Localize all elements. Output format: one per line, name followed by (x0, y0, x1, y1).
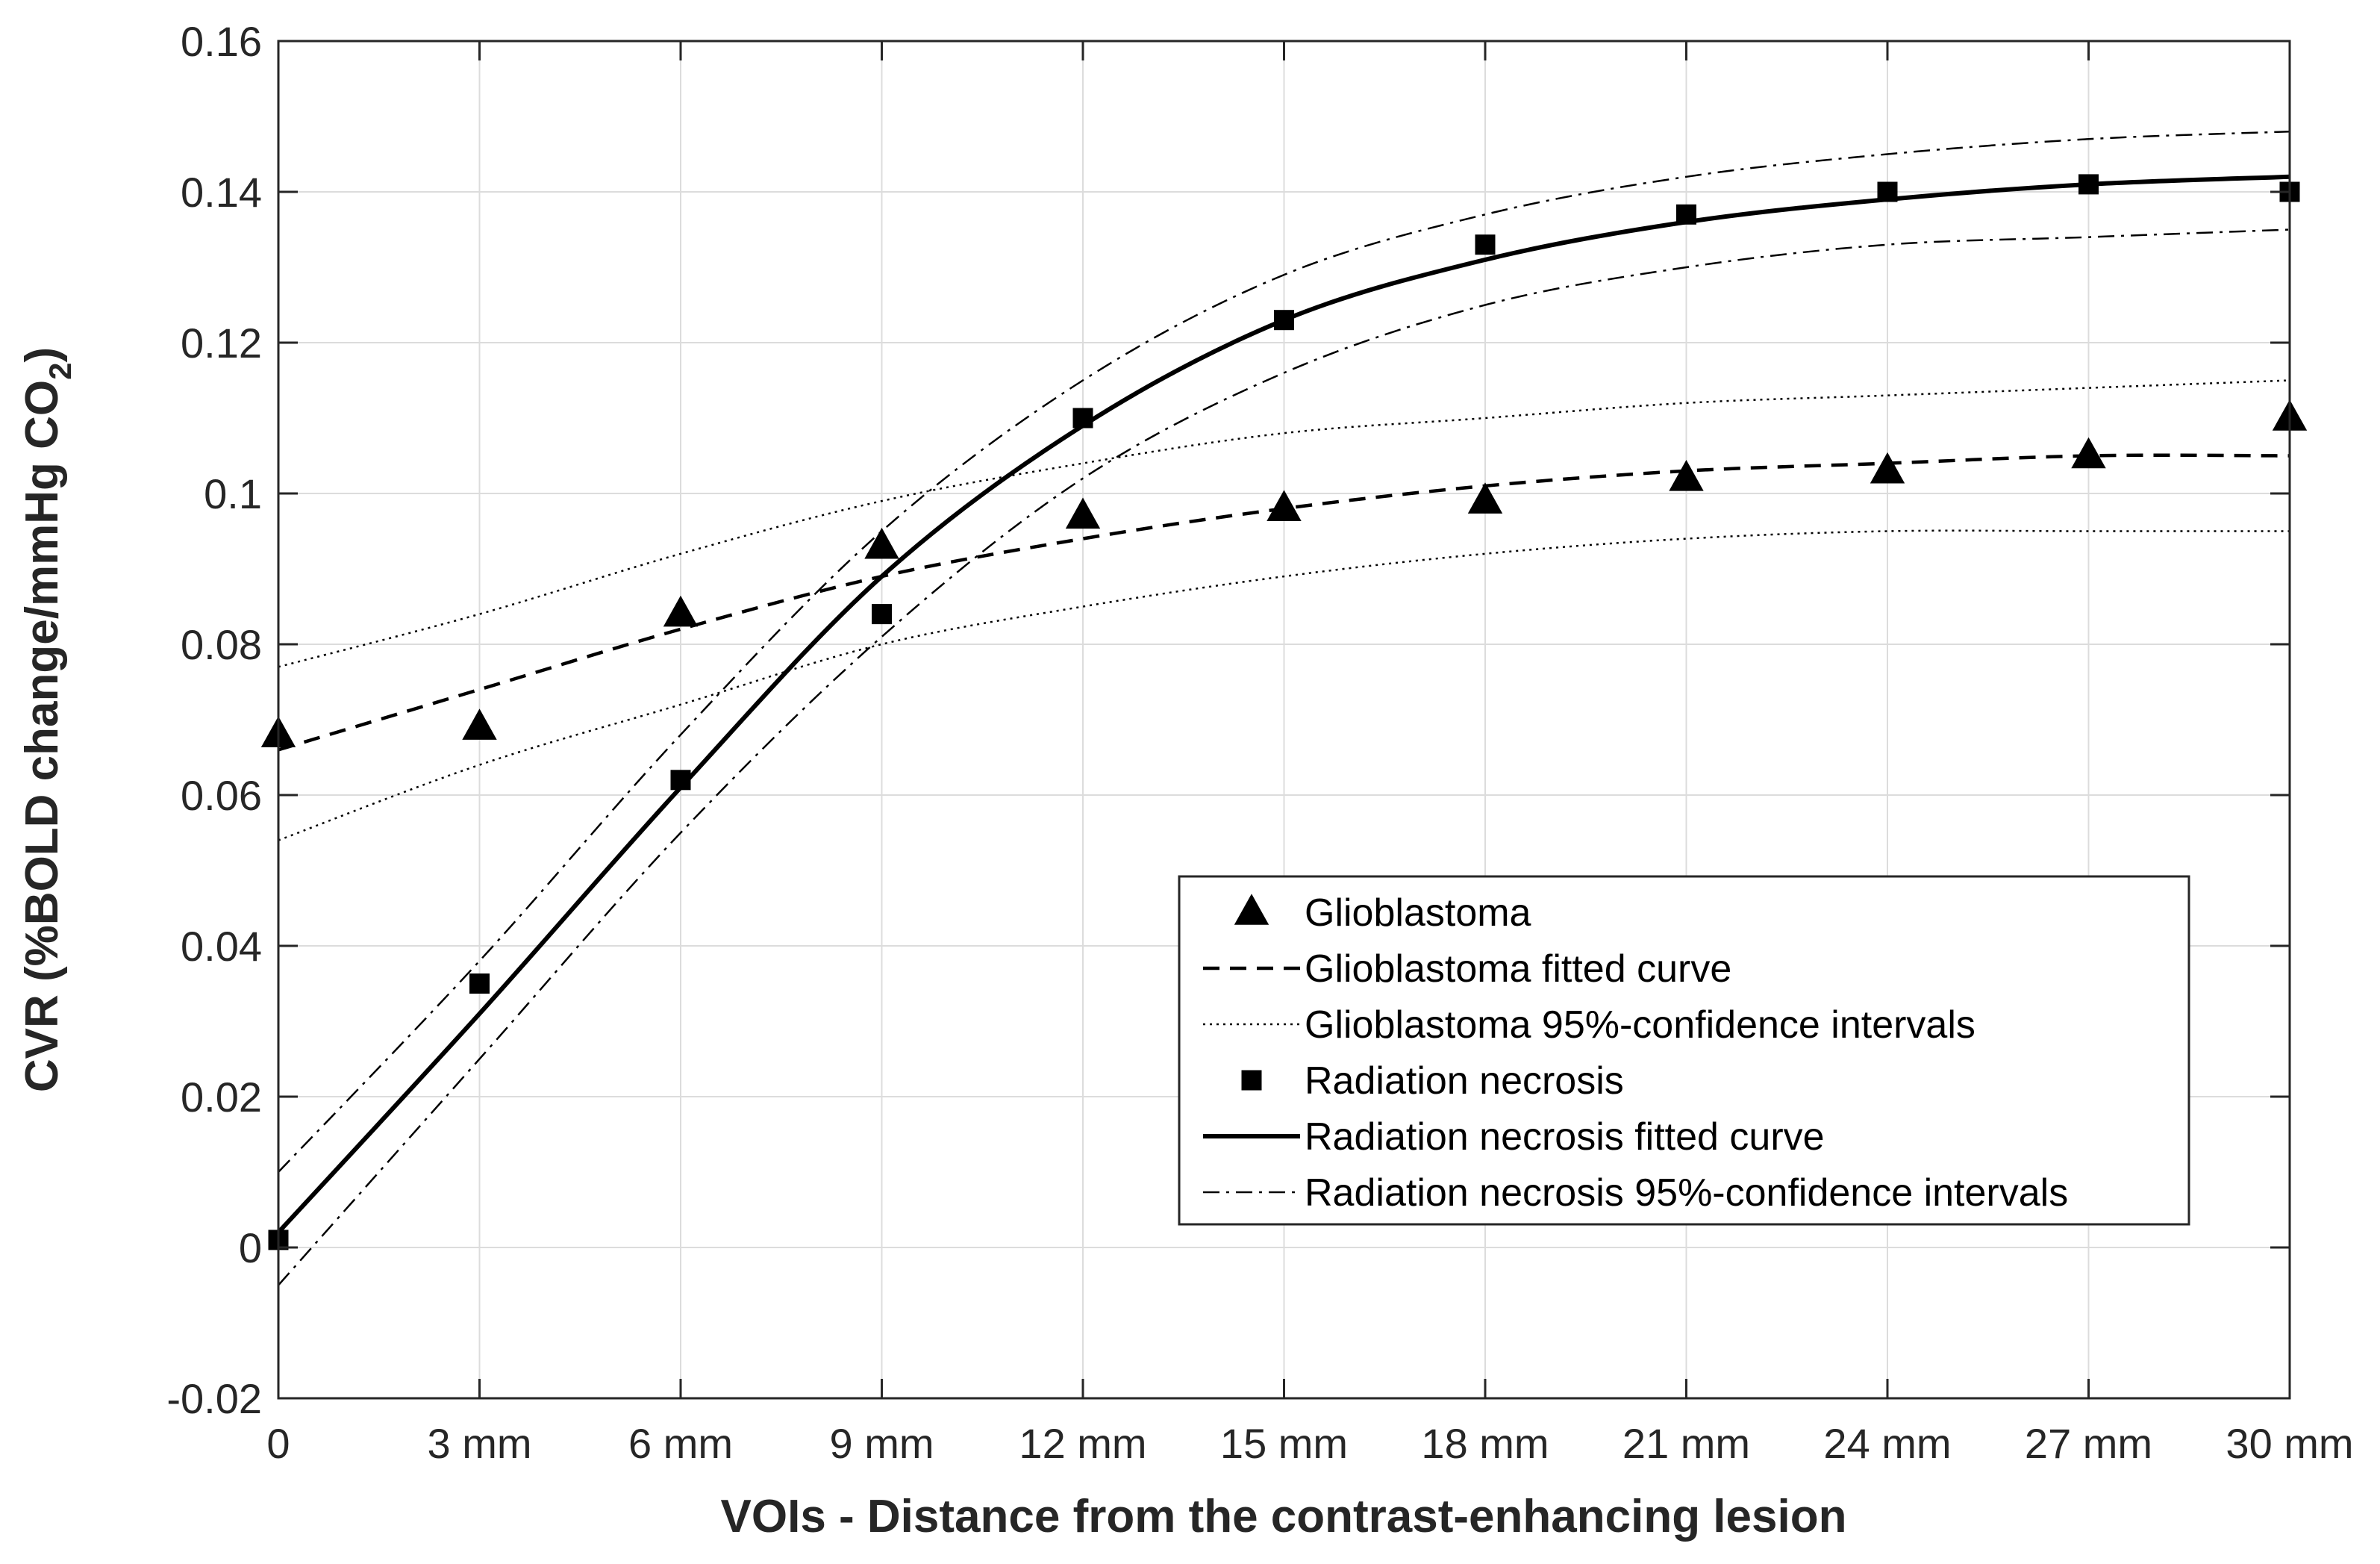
x-axis-title: VOIs - Distance from the contrast-enhanc… (721, 1491, 1847, 1542)
x-tick-label: 27 mm (2025, 1420, 2152, 1467)
y-axis-title-main: CVR (%BOLD change/mmHg CO (16, 380, 68, 1092)
y-tick-label: 0.04 (181, 923, 262, 970)
x-tick-label: 15 mm (1220, 1420, 1348, 1467)
radiation-necrosis-point (1274, 310, 1294, 331)
y-tick-label: 0.06 (181, 772, 262, 819)
y-tick-label: 0.12 (181, 320, 262, 367)
glioblastoma-point (1065, 497, 1101, 529)
legend-samples (1203, 894, 1300, 1194)
y-tick-label: 0.16 (181, 18, 262, 65)
legend-label-glioblastoma-fit: Glioblastoma fitted curve (1305, 947, 1731, 991)
x-tick-label: 30 mm (2226, 1420, 2353, 1467)
y-tick-label: 0.1 (204, 470, 262, 517)
radiation-necrosis-point (1072, 408, 1093, 429)
x-tick-label: 21 mm (1622, 1420, 1750, 1467)
legend-label-radiation-necrosis-fit: Radiation necrosis fitted curve (1305, 1115, 1825, 1159)
legend-label-glioblastoma: Glioblastoma (1305, 891, 1531, 935)
y-axis-title: CVR (%BOLD change/mmHg CO2) (16, 347, 78, 1092)
x-tick-label: 9 mm (830, 1420, 934, 1467)
radiation-necrosis-point (1676, 204, 1696, 225)
glioblastoma-point (462, 708, 497, 740)
y-tick-label: 0.02 (181, 1074, 262, 1121)
y-axis-title-group: CVR (%BOLD change/mmHg CO2) (16, 347, 78, 1092)
radiation-necrosis-point (469, 973, 490, 994)
legend: Glioblastoma Glioblastoma fitted curve G… (1178, 875, 2190, 1226)
radiation-necrosis-point (872, 604, 892, 625)
x-tick-label: 18 mm (1421, 1420, 1549, 1467)
y-axis-ticks: -0.02 0 0.02 0.04 0.06 0.08 0.1 0.12 0.14 0.16 (166, 18, 2290, 1422)
x-tick-label: 3 mm (428, 1420, 532, 1467)
radiation-necrosis-point (1877, 181, 1898, 202)
y-axis-title-subscript: 2 (43, 363, 78, 380)
legend-box (1178, 875, 2190, 1226)
radiation-necrosis-fitted-curve (276, 174, 2290, 1234)
y-axis-title-close: ) (16, 347, 68, 363)
glioblastoma-point (1266, 490, 1302, 521)
glioblastoma-point (1669, 460, 1704, 491)
y-tick-label: 0.08 (181, 621, 262, 668)
radiation-necrosis-point (2078, 174, 2099, 195)
y-tick-label: 0.14 (181, 169, 262, 216)
radiation-necrosis-point (670, 770, 691, 791)
legend-marker-glioblastoma (1234, 894, 1269, 925)
x-axis-ticks: 0 3 mm 6 mm 9 mm 12 mm 15 mm 18 mm 21 mm 24 mm 27… (266, 41, 2354, 1467)
legend-label-radiation-necrosis: Radiation necrosis (1305, 1059, 1624, 1103)
y-tick-label: -0.02 (166, 1375, 262, 1422)
glioblastoma-point (1467, 482, 1503, 514)
x-tick-label: 12 mm (1019, 1420, 1146, 1467)
radiation-necrosis-point (1475, 234, 1496, 255)
radiation-necrosis-ci-upper-line (278, 130, 2290, 1173)
x-tick-label: 6 mm (628, 1420, 733, 1467)
glioblastoma-point (2071, 437, 2106, 469)
legend-label-glioblastoma-ci: Glioblastoma 95%-confidence intervals (1305, 1003, 1975, 1047)
legend-marker-radiation-necrosis (1241, 1070, 1262, 1091)
x-tick-label: 24 mm (1823, 1420, 1951, 1467)
legend-label-radiation-necrosis-ci: Radiation necrosis 95%-confidence interv… (1305, 1171, 2068, 1215)
radiation-necrosis-ci-lower-line (278, 228, 2290, 1286)
glioblastoma-point (864, 527, 899, 559)
x-tick-label: 0 (266, 1420, 290, 1467)
glioblastoma-ci-lower-line (278, 529, 2290, 841)
glioblastoma-point (663, 595, 699, 627)
y-tick-label: 0 (239, 1224, 262, 1271)
glioblastoma-point (1870, 452, 1905, 484)
